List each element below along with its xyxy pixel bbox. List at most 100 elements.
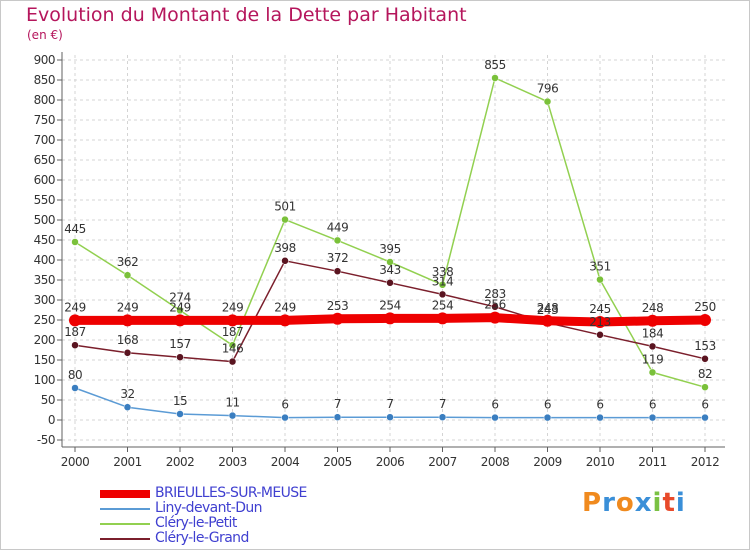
data-label-2-10: 213 [589,315,610,329]
data-label-1-7: 338 [432,265,453,279]
tick-label-y-13: 600 [34,173,55,187]
tick-label-x-12: 2012 [691,455,720,469]
data-label-3-5: 253 [327,299,348,313]
tick-label-y-0: -50 [37,433,55,447]
legend-label: Cléry-le-Petit [155,515,237,531]
data-label-3-8: 256 [484,298,505,312]
data-point-0-7 [438,413,447,421]
data-point-0-5 [333,413,342,421]
chart-subtitle: (en €) [27,28,63,42]
data-point-1-8 [491,74,499,82]
tick-label-y-5: 200 [34,333,55,347]
tick-label-y-4: 150 [34,353,55,367]
tick-label-x-0: 2000 [61,455,90,469]
legend-label: Cléry-le-Grand [155,530,249,546]
logo-letter: P [582,488,603,518]
data-point-3-4 [279,314,291,327]
data-point-1-12 [701,383,709,391]
data-label-3-6: 254 [379,298,400,312]
data-point-3-0 [69,314,81,327]
data-label-2-7: 314 [432,274,453,288]
data-point-2-12 [701,355,709,363]
tick-label-x-11: 2011 [638,455,667,469]
data-label-1-1: 362 [117,255,138,269]
data-label-0-12: 6 [701,398,708,412]
data-point-0-11 [648,413,657,422]
data-point-0-0 [71,384,79,392]
data-label-0-1: 32 [120,387,134,401]
data-label-2-8: 283 [484,287,505,301]
data-label-2-6: 343 [379,263,400,277]
data-point-3-7 [436,312,449,325]
data-point-2-2 [176,353,184,361]
data-label-3-2: 249 [169,300,190,314]
data-label-0-7: 7 [439,397,446,411]
data-label-1-6: 395 [379,242,400,256]
data-point-2-10 [596,331,604,339]
data-label-1-5: 449 [327,220,348,234]
data-point-3-8 [489,311,501,324]
tick-label-y-11: 500 [34,213,55,227]
data-label-0-4: 6 [281,398,288,412]
data-point-0-9 [543,413,552,422]
data-point-0-1 [123,403,132,411]
tick-label-y-16: 750 [34,113,55,127]
data-point-1-10 [596,275,604,284]
data-label-0-10: 6 [596,398,603,412]
tick-label-x-4: 2004 [271,455,300,469]
data-label-0-0: 80 [68,368,82,382]
legend-swatch [100,489,150,498]
data-label-1-2: 274 [169,290,190,304]
data-point-2-6 [386,279,394,287]
data-point-1-9 [543,97,552,106]
tick-label-x-1: 2001 [113,455,142,469]
data-point-1-3 [228,341,237,349]
chart-legend: BRIEULLES-SUR-MEUSE Liny-devant-Dun Cléry-… [100,486,307,546]
legend-swatch [100,522,150,525]
data-label-2-4: 398 [274,241,295,255]
legend-item: Cléry-le-Petit [100,516,307,531]
data-label-2-1: 168 [117,333,138,347]
data-label-2-5: 372 [327,251,348,265]
legend-swatch [100,537,150,540]
data-point-2-11 [648,342,657,351]
data-point-2-7 [438,290,447,299]
tick-label-y-1: 0 [48,413,55,427]
data-point-1-5 [333,236,342,245]
legend-item: BRIEULLES-SUR-MEUSE [100,486,307,501]
data-label-2-3: 146 [222,342,243,356]
data-point-0-3 [228,411,237,420]
data-point-0-10 [596,413,604,422]
tick-label-y-14: 650 [34,153,55,167]
data-label-0-11: 6 [649,398,656,412]
data-point-3-5 [331,312,344,325]
data-label-2-0: 187 [64,325,85,339]
data-label-3-0: 249 [64,300,85,314]
proxiti-logo: Proxiti [582,488,686,518]
logo-letter: i [652,488,663,518]
data-label-3-10: 245 [589,302,610,316]
tick-label-x-9: 2009 [533,455,562,469]
data-point-1-6 [386,258,394,266]
tick-label-y-15: 700 [34,133,55,147]
logo-letter: i [675,488,686,518]
data-label-0-5: 7 [334,397,341,411]
data-label-0-6: 7 [386,397,393,411]
tick-label-y-8: 350 [34,273,55,287]
logo-letter: x [634,488,653,518]
data-point-3-1 [121,314,134,327]
tick-label-x-10: 2010 [586,455,615,469]
tick-label-x-3: 2003 [218,455,247,469]
data-point-2-0 [71,341,79,349]
tick-label-x-7: 2007 [428,455,457,469]
data-label-1-0: 445 [64,222,85,236]
tick-label-y-10: 450 [34,233,55,247]
tick-label-y-18: 850 [34,73,55,87]
data-point-2-8 [491,303,499,311]
data-point-0-4 [281,413,289,422]
data-point-1-11 [648,368,657,377]
legend-label: BRIEULLES-SUR-MEUSE [155,485,307,501]
data-point-1-7 [438,281,447,289]
data-label-1-12: 82 [698,367,712,381]
